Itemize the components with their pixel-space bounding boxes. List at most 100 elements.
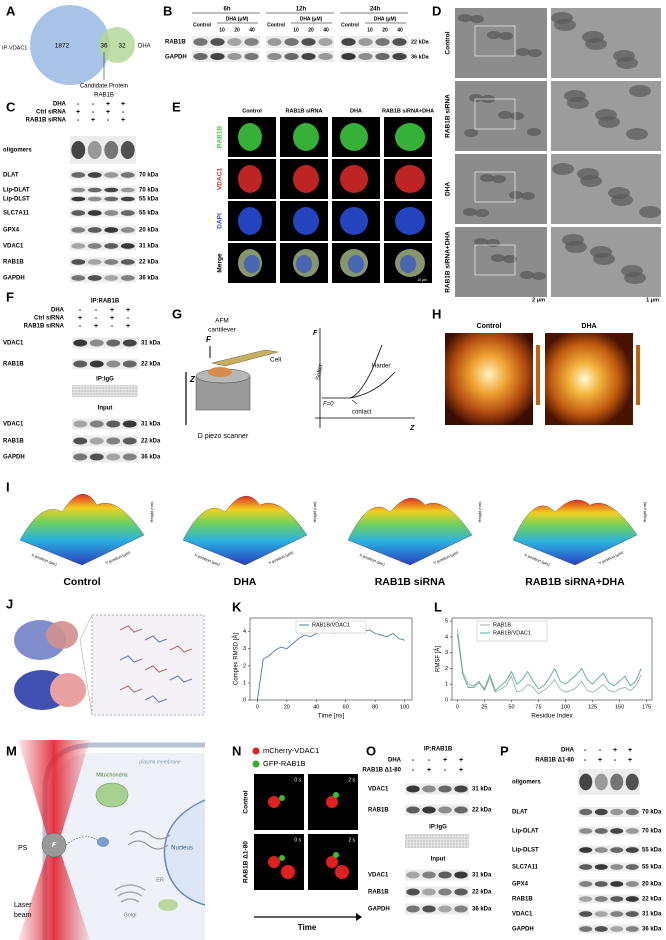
blot-band [104, 187, 119, 193]
blot-band [89, 339, 104, 347]
blot-background [70, 195, 136, 203]
condition-sign: + [110, 307, 114, 314]
zoom-box [474, 98, 516, 130]
blot-background [405, 903, 469, 915]
protein [46, 621, 78, 649]
mitochondrion [626, 128, 648, 140]
blot-band [454, 806, 468, 814]
blot-background [70, 225, 136, 235]
blot-band [104, 141, 119, 159]
blot-band [104, 196, 119, 202]
condition-sign: - [444, 767, 447, 774]
blot-band [120, 227, 135, 233]
label: IP:IgG [96, 377, 114, 383]
cell-signal [400, 255, 416, 273]
blot-band [625, 828, 639, 834]
y-tick-label: 3 [445, 650, 448, 656]
panel-letter: D [432, 3, 441, 18]
mitochondrion [585, 38, 607, 50]
mitochondrion [527, 128, 541, 136]
residue [119, 625, 143, 633]
blot-label: GPX4 [3, 228, 20, 234]
label: 32 [118, 43, 126, 50]
vdac1-signal [326, 796, 338, 808]
mitochondrion [611, 194, 633, 206]
label: DHA [138, 44, 151, 50]
condition-sign: + [94, 323, 98, 330]
blot-label: DLAT [3, 173, 19, 179]
label: AFM [215, 318, 229, 325]
legend-label: mCherry-VDAC1 [263, 746, 319, 755]
label: X position (μm) [31, 552, 59, 567]
x-tick-label: 0 [256, 704, 259, 710]
blot-band [579, 926, 593, 932]
label: Laser [14, 902, 32, 909]
blot-band [71, 227, 86, 233]
blot-band [106, 453, 121, 461]
blot-band [406, 871, 420, 879]
blot-band [301, 38, 316, 46]
vdac1-signal [326, 856, 338, 868]
label: ER [156, 877, 164, 883]
blot-band [625, 847, 639, 853]
afm-image [445, 333, 533, 425]
label: IP:RAB1B [91, 299, 120, 305]
label: 0 s [294, 777, 301, 783]
label: DHA [445, 182, 452, 196]
condition-sign: + [126, 323, 130, 330]
mitochondrion [95, 782, 129, 808]
blot-band [610, 864, 624, 870]
label: Height (nm) [149, 501, 154, 523]
condition-sign: + [427, 767, 431, 774]
condition-sign: + [126, 307, 130, 314]
blot-background [578, 807, 640, 817]
blot-background [578, 845, 640, 855]
blot-background [72, 358, 138, 370]
condition-sign: - [92, 109, 95, 116]
mitochondrion [470, 15, 484, 23]
kda-label: 22 kDa [472, 890, 492, 896]
label: Control [477, 323, 502, 330]
legend-box [295, 620, 367, 634]
condition-label: RAB1B Δ1-80 [362, 768, 401, 774]
kda-label: 31 kDa [472, 873, 492, 879]
blot-band [594, 911, 608, 917]
blot-band [375, 52, 390, 61]
igg-blot [72, 385, 138, 397]
blot-label: Lip-DLST [512, 848, 539, 854]
blot-band [244, 52, 259, 61]
blot-band [625, 864, 639, 870]
label: F [313, 330, 318, 337]
blot-band [87, 210, 102, 216]
rab1b-vesicle [97, 837, 109, 847]
panel-letter: N [232, 743, 241, 758]
label: 6h [223, 7, 230, 13]
condition-sign: + [76, 109, 80, 116]
blot-band [87, 172, 102, 178]
3d-surface [347, 497, 473, 566]
kda-label: 22 kDa [472, 808, 492, 814]
label: Control [341, 22, 359, 28]
x-tick-label: 150 [615, 704, 624, 710]
blot-band [406, 905, 420, 913]
blot-band [625, 926, 639, 932]
afm-image [545, 333, 633, 425]
condition-label: RAB1B siRNA [26, 118, 67, 124]
blot-band [438, 785, 452, 793]
blot-band [89, 420, 104, 428]
blot-band [422, 871, 436, 879]
condition-label: RAB1B siRNA [24, 324, 65, 330]
blot-label: RAB1B [3, 260, 24, 266]
label: IP-VDAC1 [2, 45, 27, 51]
blot-label: RAB1B [3, 362, 24, 368]
blot-band [87, 227, 102, 233]
condition-sign: - [412, 757, 415, 764]
blot-label: VDAC1 [3, 244, 24, 250]
blot-band [73, 339, 88, 347]
kda-label: 22 kDa [139, 260, 159, 266]
blot-band [610, 881, 624, 887]
label: Height (nm) [312, 501, 317, 523]
blot-band [193, 52, 208, 61]
plot-label: RAB1B siRNA+DHA [525, 576, 625, 588]
